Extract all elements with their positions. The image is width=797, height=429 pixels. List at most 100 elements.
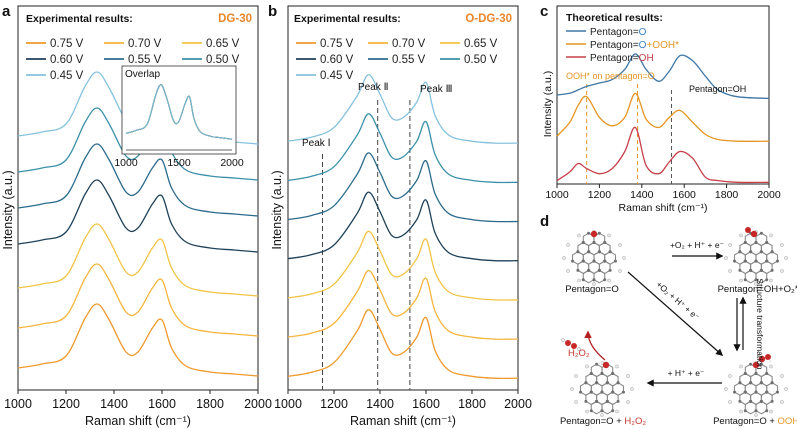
adsorbate-atom	[745, 227, 751, 233]
panel-c-label: c	[540, 3, 548, 20]
adsorbate-atom	[750, 225, 754, 229]
carbon-ring	[755, 269, 768, 284]
carbon-atom	[611, 409, 615, 413]
legend-label: 0.55 V	[128, 54, 162, 66]
carbon-atom	[754, 372, 758, 375]
spectrum-0-65-v	[287, 230, 519, 301]
hydrogen-atom	[570, 387, 574, 391]
carbon-atom	[597, 268, 601, 272]
hydrogen-atom	[600, 413, 604, 417]
panel-b-reference-lines	[322, 100, 411, 390]
carbon-atom	[600, 409, 604, 413]
panel-b-xlabel: Raman shift (cm⁻¹)	[350, 414, 456, 428]
panel-c-frame	[556, 5, 770, 185]
x-tick-label: 2000	[504, 397, 532, 411]
carbon-atom	[749, 362, 753, 366]
adsorbate-atom	[768, 359, 772, 363]
hydrogen-atom	[566, 243, 570, 247]
carbon-atom	[608, 250, 612, 254]
hydrogen-atom	[562, 256, 566, 260]
x-tick-label: 1000	[4, 397, 32, 411]
carbon-atom	[770, 381, 774, 385]
hydrogen-atom	[626, 374, 630, 378]
spectrum-0-50-v	[287, 113, 519, 184]
panel-a-x-ticks: 1000 1200 1400 1600 1800 2000	[4, 390, 272, 411]
carbon-atom	[592, 259, 596, 263]
hydrogen-atom	[607, 233, 611, 238]
carbon-ring	[601, 400, 614, 415]
x-tick-label: 1400	[100, 397, 128, 411]
carbon-atom	[749, 268, 753, 272]
carbon-atom	[765, 278, 769, 282]
spectrum-0-60-v	[17, 179, 259, 253]
legend-label: 0.55 V	[392, 54, 426, 66]
panel-c-ylabel: Intensity (a.u.)	[542, 71, 554, 138]
carbon-atom	[621, 390, 625, 394]
x-tick-label: 2000	[757, 189, 781, 201]
carbon-atom	[576, 268, 580, 272]
carbon-atom	[759, 231, 763, 235]
hydrogen-atom	[618, 269, 622, 273]
carbon-atom	[592, 241, 596, 244]
carbon-atom	[584, 381, 588, 385]
panel-d: d Pentagon=O Pentagon=OH+O₂* Pentagon=O …	[540, 213, 797, 427]
hydrogen-atom	[754, 413, 758, 417]
panel-a-legend-title: Experimental results:	[26, 13, 133, 25]
annotation-oh: Pentagon=OH	[689, 84, 746, 94]
molecule-pentagon-o-h2o2	[570, 361, 634, 417]
carbon-atom	[775, 259, 779, 263]
adsorbate-atom	[752, 361, 760, 369]
carbon-atom	[775, 390, 779, 394]
carbon-atom	[733, 390, 737, 394]
panel-c-reference-lines	[586, 84, 672, 184]
carbon-ring	[744, 269, 757, 284]
carbon-atom	[754, 390, 758, 394]
hydrogen-atom	[780, 374, 784, 378]
x-tick-label: 1200	[320, 397, 348, 411]
carbon-atom	[738, 399, 742, 403]
carbon-atom	[754, 241, 758, 244]
adsorbate-atom	[750, 230, 758, 238]
legend-label: Pentagon=OH	[590, 53, 654, 64]
carbon-atom	[759, 250, 763, 254]
species-top-right: Pentagon=OH+O₂*	[718, 284, 797, 295]
hydrogen-atom	[769, 364, 773, 369]
hydrogen-atom	[724, 256, 728, 260]
hydrogen-atom	[728, 243, 732, 247]
hydrogen-atom	[780, 400, 784, 404]
hydrogen-atom	[566, 269, 570, 273]
x-tick-label: 1200	[52, 397, 80, 411]
panel-c-x-ticks: 1000 1200 1400 1600 1800 2000	[545, 184, 781, 201]
panel-b: b 1000 1200 1400 1600 1800 2000 Raman shift (…	[268, 3, 532, 428]
carbon-atom	[600, 390, 604, 394]
peak-3-label: Peak Ⅲ	[420, 84, 452, 95]
carbon-atom	[765, 259, 769, 263]
h2o2-atom	[577, 347, 581, 351]
carbon-atom	[597, 250, 601, 254]
carbon-atom	[605, 399, 609, 403]
carbon-atom	[587, 268, 591, 272]
legend-label: Pentagon=O+OOH*	[590, 40, 679, 51]
legend-label: 0.60 V	[320, 54, 354, 66]
panel-a-frame	[17, 5, 259, 391]
hydrogen-atom	[769, 233, 773, 238]
carbon-atom	[743, 390, 747, 394]
species-top-left: Pentagon=O	[565, 284, 619, 295]
species-bottom-left: Pentagon=O + H₂O₂	[560, 416, 646, 427]
carbon-atom	[579, 390, 583, 394]
panel-c-legend-title: Theoretical results:	[566, 12, 663, 24]
carbon-atom	[749, 381, 753, 385]
hydrogen-atom	[728, 374, 732, 378]
legend-label: 0.60 V	[50, 54, 84, 66]
x-tick-label: 1200	[588, 189, 612, 201]
carbon-atom	[738, 250, 742, 254]
spectrum-0-65-v	[17, 223, 259, 297]
hydrogen-atom	[592, 282, 596, 286]
h2o2-atom	[565, 340, 571, 346]
spectrum-0-70-v	[287, 269, 519, 340]
carbon-atom	[738, 268, 742, 272]
adsorbate-atom	[602, 361, 610, 369]
carbon-atom	[759, 362, 763, 366]
carbon-atom	[749, 250, 753, 254]
panel-d-label: d	[540, 213, 549, 230]
